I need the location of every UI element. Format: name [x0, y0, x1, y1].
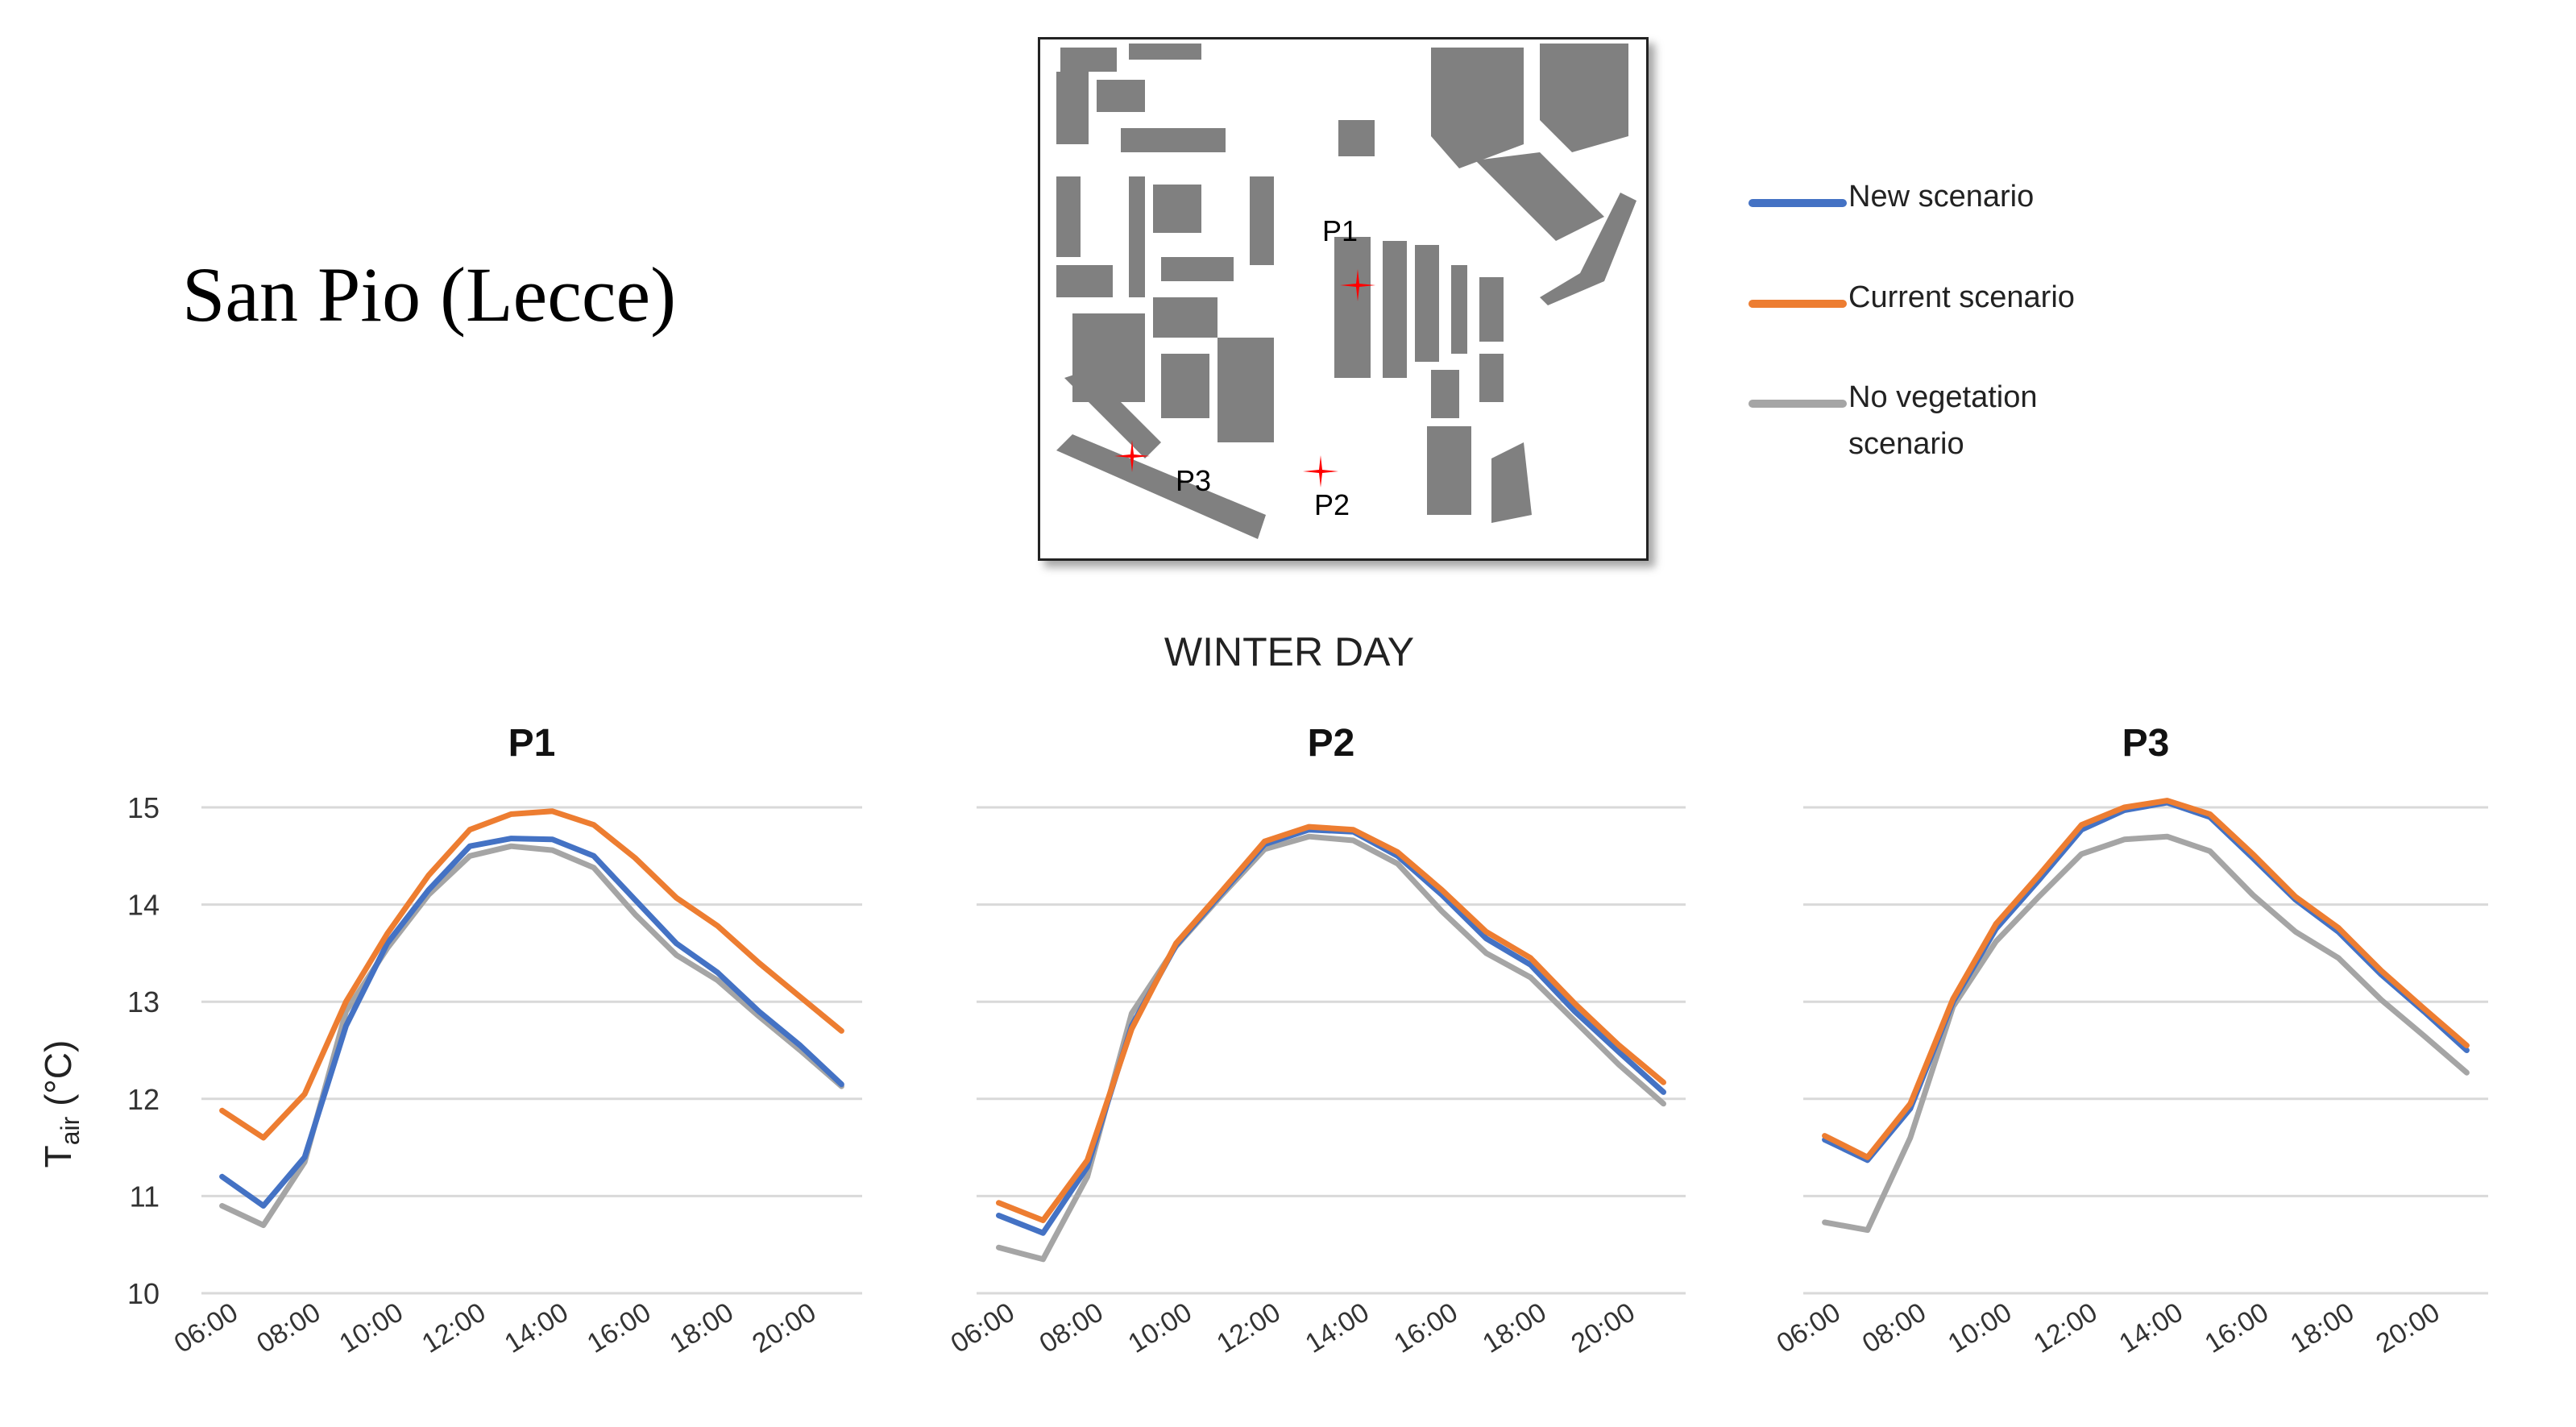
building — [1161, 354, 1209, 418]
series-line-novegetation-p3 — [1822, 833, 2470, 1234]
y-axis-label: Tair (°C) — [37, 1040, 85, 1168]
p3-label: P3 — [1176, 464, 1211, 497]
building — [1427, 426, 1471, 515]
building — [1451, 265, 1467, 354]
legend-swatch-new — [1748, 199, 1847, 207]
x-tick-label: 18:00 — [1477, 1297, 1551, 1359]
x-tick-label: 16:00 — [582, 1297, 656, 1359]
x-tick-label: 12:00 — [1211, 1297, 1285, 1359]
x-tick-label: 08:00 — [1857, 1297, 1931, 1359]
p1-label: P1 — [1322, 214, 1358, 247]
p1-marker — [1340, 269, 1375, 301]
building — [1479, 354, 1504, 402]
building — [1153, 185, 1201, 233]
x-tick-label: 14:00 — [500, 1297, 574, 1359]
p3-marker — [1114, 440, 1150, 472]
legend-label-new: New scenario — [1848, 180, 2035, 214]
section-title: WINTER DAY — [1164, 629, 1415, 674]
chart-title-p3: P3 — [2122, 722, 2170, 765]
building — [1431, 370, 1459, 418]
legend-swatch-novegetation — [1748, 400, 1847, 408]
x-tick-label: 20:00 — [747, 1297, 821, 1359]
y-axis-label-unit: (°C) — [37, 1040, 79, 1117]
building — [1060, 48, 1117, 72]
legend-label-novegetation: No vegetation scenario — [1848, 380, 2038, 461]
building — [1479, 277, 1504, 342]
y-axis-label-sub: air — [56, 1116, 85, 1145]
x-tick-label: 06:00 — [945, 1297, 1019, 1359]
building — [1334, 237, 1371, 378]
map-markers — [1114, 269, 1375, 487]
y-tick-label: 11 — [130, 1180, 160, 1213]
building — [1415, 245, 1439, 362]
building — [1056, 434, 1266, 539]
y-tick-label: 12 — [127, 1083, 160, 1116]
y-axis-label-main: T — [37, 1145, 79, 1168]
buildings — [1056, 44, 1636, 539]
x-tick-label: 16:00 — [1388, 1297, 1462, 1359]
building — [1056, 176, 1081, 257]
x-tick-label: 06:00 — [1772, 1297, 1846, 1359]
x-tick-label: 14:00 — [1300, 1297, 1374, 1359]
legend-label-current: Current scenario — [1848, 280, 2075, 314]
building — [1475, 152, 1604, 241]
chart-title-p1: P1 — [508, 722, 556, 765]
series-line-current-p2 — [996, 823, 1666, 1223]
building — [1064, 370, 1161, 458]
p2-marker — [1303, 455, 1338, 487]
y-tick-label: 14 — [127, 889, 160, 922]
x-tick-label: 16:00 — [2200, 1297, 2274, 1359]
x-tick-label: 20:00 — [1566, 1297, 1640, 1359]
x-tick-label: 14:00 — [2114, 1297, 2188, 1359]
building — [1121, 128, 1226, 152]
legend-item-current: Current scenario — [1748, 274, 2114, 321]
p2-label: P2 — [1314, 488, 1350, 521]
building — [1056, 72, 1089, 144]
x-tick-label: 10:00 — [334, 1297, 409, 1359]
building — [1338, 120, 1375, 156]
x-tick-label: 20:00 — [2371, 1297, 2445, 1359]
building — [1097, 80, 1145, 112]
building — [1161, 257, 1234, 281]
y-tick-label: 13 — [127, 985, 160, 1018]
series-line-new-p2 — [996, 827, 1666, 1236]
building — [1431, 48, 1524, 168]
x-tick-label: 08:00 — [251, 1297, 326, 1359]
x-tick-label: 12:00 — [417, 1297, 491, 1359]
building — [1540, 193, 1636, 305]
series-line-novegetation-p1 — [219, 843, 844, 1229]
series-line-new-p1 — [219, 836, 844, 1209]
y-tick-label: 15 — [127, 791, 160, 824]
building — [1056, 265, 1113, 297]
building — [1129, 176, 1145, 297]
x-tick-label: 10:00 — [1122, 1297, 1197, 1359]
legend-item-novegetation: No vegetation scenario — [1748, 374, 2114, 467]
x-tick-label: 18:00 — [665, 1297, 739, 1359]
building — [1491, 442, 1532, 523]
legend-swatch-current — [1748, 300, 1847, 308]
legend: New scenario Current scenario No vegetat… — [1748, 161, 2232, 467]
building — [1250, 176, 1274, 265]
building — [1540, 44, 1628, 152]
series-line-current-p3 — [1822, 798, 2470, 1160]
building — [1129, 44, 1201, 60]
page-title: San Pio (Lecce) — [182, 251, 677, 338]
x-tick-label: 08:00 — [1034, 1297, 1108, 1359]
building — [1217, 338, 1274, 442]
y-tick-label: 10 — [127, 1277, 160, 1310]
chart-title-p2: P2 — [1308, 722, 1355, 765]
site-map: P1 P2 P3 — [1038, 37, 1649, 561]
legend-item-new: New scenario — [1748, 173, 2114, 220]
x-tick-label: 18:00 — [2285, 1297, 2359, 1359]
series-line-current-p1 — [219, 808, 844, 1141]
x-tick-label: 10:00 — [1943, 1297, 2017, 1359]
x-tick-label: 06:00 — [169, 1297, 243, 1359]
building — [1383, 241, 1407, 378]
building — [1153, 297, 1217, 338]
x-tick-label: 12:00 — [2028, 1297, 2102, 1359]
